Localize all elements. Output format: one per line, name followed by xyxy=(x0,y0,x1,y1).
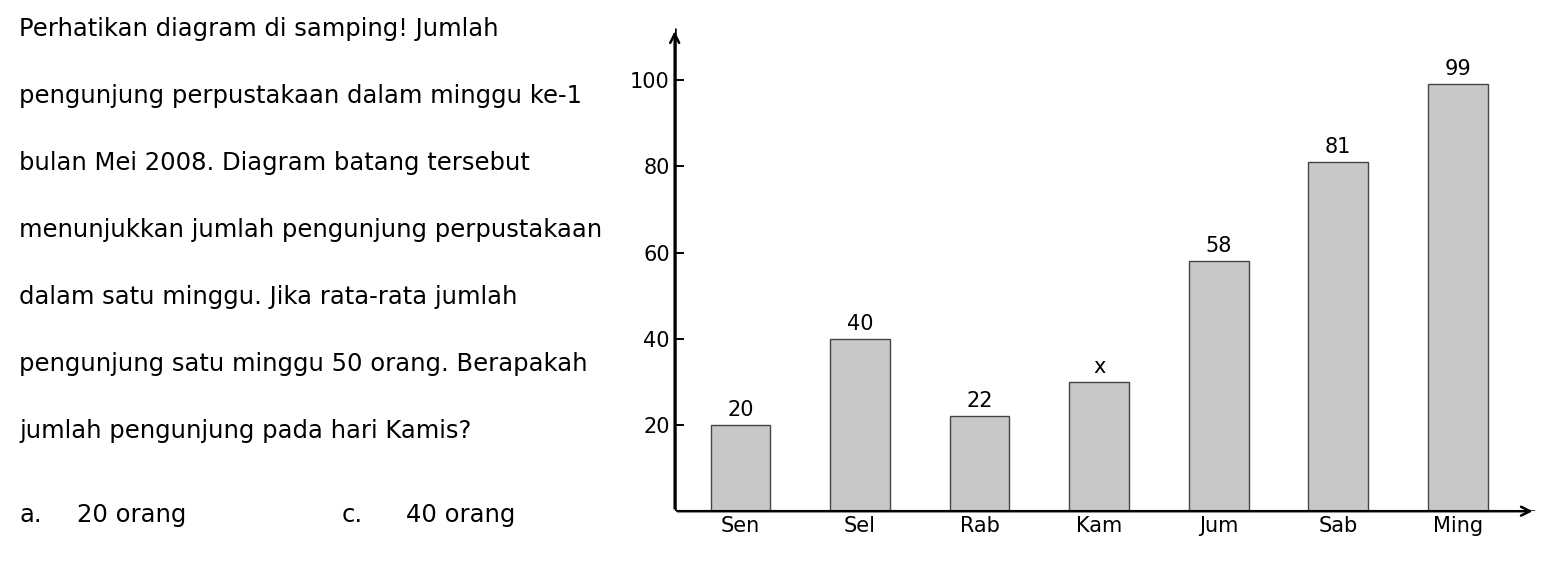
Text: dalam satu minggu. Jika rata-rata jumlah: dalam satu minggu. Jika rata-rata jumlah xyxy=(19,285,518,309)
Text: 20: 20 xyxy=(727,400,754,420)
Text: x: x xyxy=(1093,357,1106,377)
Bar xyxy=(1188,261,1249,511)
Bar xyxy=(1069,382,1129,511)
Text: pengunjung perpustakaan dalam minggu ke-1: pengunjung perpustakaan dalam minggu ke-… xyxy=(19,84,582,108)
Text: 99: 99 xyxy=(1444,59,1472,80)
Text: menunjukkan jumlah pengunjung perpustakaan: menunjukkan jumlah pengunjung perpustaka… xyxy=(19,218,602,242)
Text: c.: c. xyxy=(341,503,363,527)
Text: 40 orang: 40 orang xyxy=(405,503,515,527)
Text: 20 orang: 20 orang xyxy=(78,503,186,527)
Text: Perhatikan diagram di samping! Jumlah: Perhatikan diagram di samping! Jumlah xyxy=(19,17,499,41)
Text: 58: 58 xyxy=(1205,236,1231,256)
Bar xyxy=(710,425,771,511)
Bar xyxy=(1309,162,1368,511)
Text: pengunjung satu minggu 50 orang. Berapakah: pengunjung satu minggu 50 orang. Berapak… xyxy=(19,352,588,376)
Text: jumlah pengunjung pada hari Kamis?: jumlah pengunjung pada hari Kamis? xyxy=(19,419,472,443)
Bar xyxy=(1428,85,1487,511)
Bar xyxy=(830,339,890,511)
Text: 40: 40 xyxy=(847,314,873,333)
Text: 22: 22 xyxy=(966,391,993,411)
Text: bulan Mei 2008. Diagram batang tersebut: bulan Mei 2008. Diagram batang tersebut xyxy=(19,151,530,175)
Text: a.: a. xyxy=(19,503,42,527)
Text: 81: 81 xyxy=(1325,137,1351,157)
Bar xyxy=(949,416,1010,511)
